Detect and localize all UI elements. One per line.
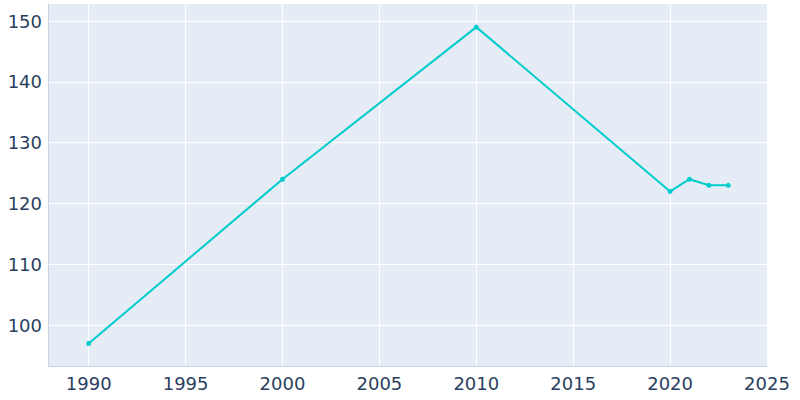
svg-text:2015: 2015 <box>550 373 596 394</box>
svg-text:140: 140 <box>8 71 42 92</box>
svg-text:100: 100 <box>8 315 42 336</box>
svg-text:2025: 2025 <box>744 373 790 394</box>
svg-text:2010: 2010 <box>453 373 499 394</box>
svg-text:1995: 1995 <box>163 373 209 394</box>
svg-text:2000: 2000 <box>260 373 306 394</box>
svg-text:2005: 2005 <box>356 373 402 394</box>
svg-text:2020: 2020 <box>647 373 693 394</box>
svg-text:130: 130 <box>8 132 42 153</box>
svg-text:1990: 1990 <box>66 373 112 394</box>
svg-text:110: 110 <box>8 254 42 275</box>
svg-text:120: 120 <box>8 193 42 214</box>
svg-text:150: 150 <box>8 11 42 32</box>
